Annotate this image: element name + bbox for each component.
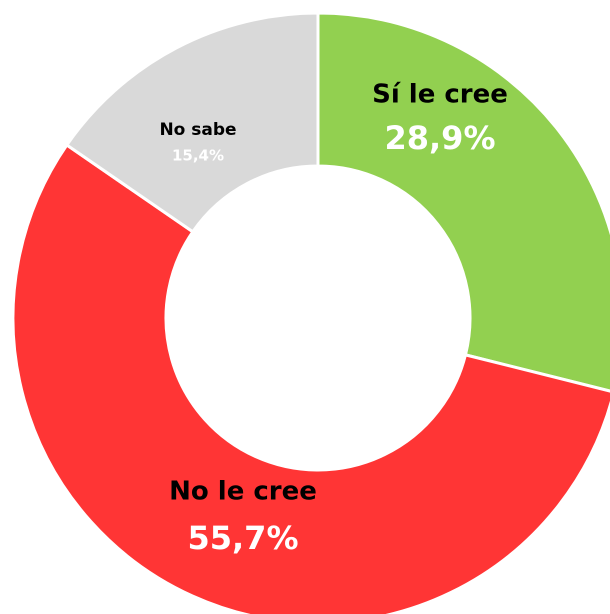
slice-label: Sí le cree	[372, 80, 508, 110]
donut-slice	[11, 142, 610, 614]
donut-slice	[316, 11, 610, 393]
donut-slice	[64, 11, 320, 234]
slice-value-label: 28,9%	[384, 119, 495, 157]
slice-value-label: 55,7%	[187, 519, 298, 557]
slice-label: No le cree	[169, 477, 317, 507]
slice-value-label: 15,4%	[172, 147, 224, 165]
slice-label: No sabe	[159, 120, 236, 140]
